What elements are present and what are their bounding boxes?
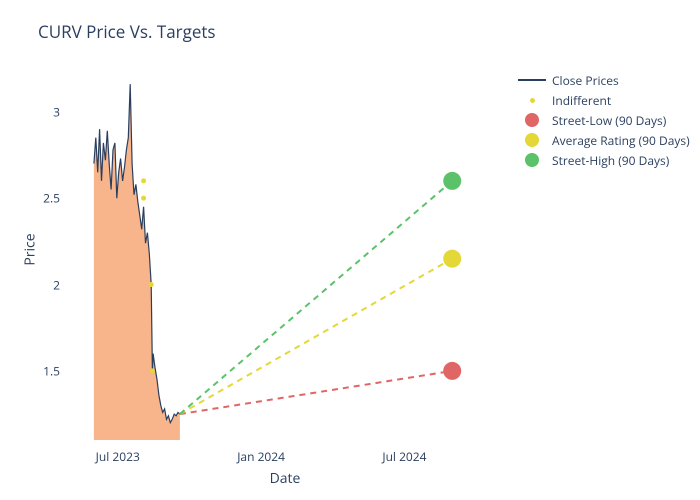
legend-item: Indifferent [518, 90, 690, 110]
legend-item: Close Prices [518, 70, 690, 90]
legend-label: Average Rating (90 Days) [552, 132, 690, 149]
legend-dot-wrap [518, 153, 546, 167]
chart-title: CURV Price Vs. Targets [38, 20, 216, 43]
legend-dot-swatch [530, 98, 535, 103]
legend-line-swatch [518, 79, 546, 81]
legend-dot-swatch [525, 133, 539, 147]
indifferent-dot [141, 178, 146, 183]
target-marker-low [443, 362, 461, 380]
legend-label: Indifferent [552, 92, 611, 109]
x-axis-label: Date [70, 469, 500, 488]
legend-dot-swatch [525, 153, 539, 167]
indifferent-dot [149, 282, 154, 287]
plot-svg [70, 60, 500, 440]
chart-container: CURV Price Vs. Targets Date 1.522.53Jul … [0, 0, 700, 500]
x-tick: Jul 2024 [382, 448, 426, 465]
legend: Close Prices Indifferent Street-Low (90 Da… [518, 70, 690, 170]
indifferent-dot [141, 196, 146, 201]
legend-dot-wrap [518, 98, 546, 103]
legend-item: Street-High (90 Days) [518, 150, 690, 170]
legend-item: Average Rating (90 Days) [518, 130, 690, 150]
y-tick: 1.5 [43, 362, 60, 379]
legend-label: Street-High (90 Days) [552, 152, 669, 169]
x-tick: Jul 2023 [96, 448, 140, 465]
target-line-low [180, 371, 452, 414]
target-line-high [180, 181, 452, 414]
legend-dot-swatch [525, 113, 539, 127]
target-marker-high [443, 172, 461, 190]
y-tick: 2.5 [43, 190, 60, 207]
legend-dot-wrap [518, 113, 546, 127]
y-tick: 3 [53, 103, 60, 120]
y-axis-label: Price [21, 233, 40, 265]
y-tick: 2 [53, 276, 60, 293]
legend-label: Street-Low (90 Days) [552, 112, 666, 129]
x-tick: Jan 2024 [237, 448, 285, 465]
legend-dot-wrap [518, 133, 546, 147]
plot-area: Date 1.522.53Jul 2023Jan 2024Jul 2024 [70, 60, 500, 440]
target-line-avg [180, 259, 452, 414]
legend-item: Street-Low (90 Days) [518, 110, 690, 130]
legend-label: Close Prices [552, 72, 619, 89]
indifferent-dot [150, 368, 155, 373]
target-marker-avg [443, 250, 461, 268]
